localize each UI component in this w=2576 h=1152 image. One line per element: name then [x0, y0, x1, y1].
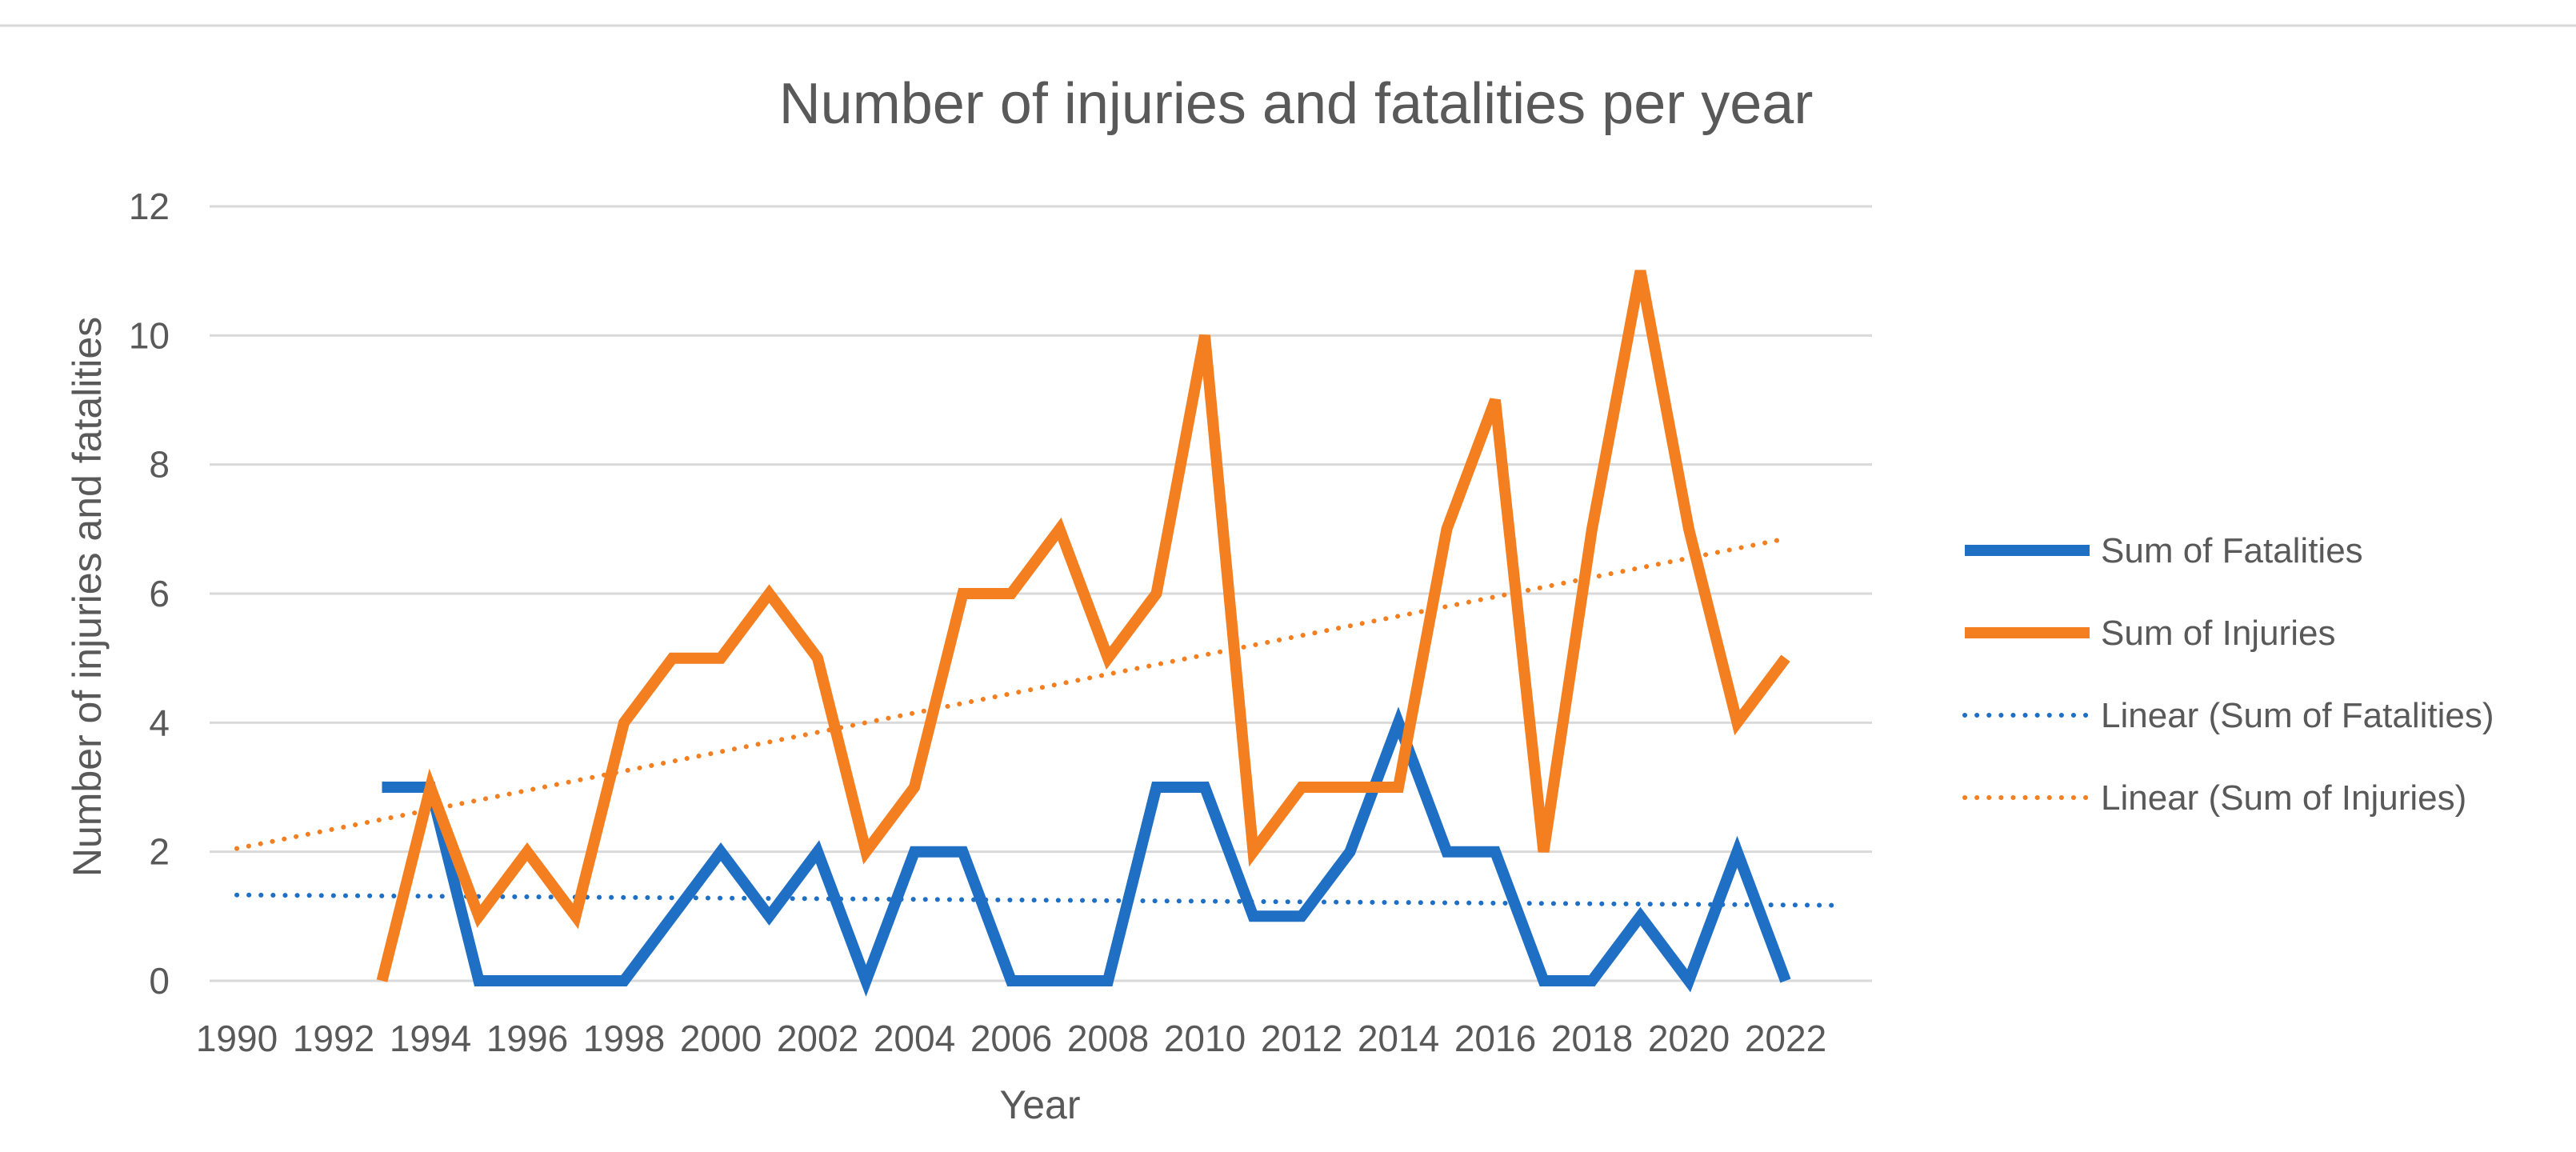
x-tick-label: 2022 — [1745, 1018, 1826, 1059]
y-tick-label: 8 — [149, 444, 170, 486]
legend-label-0: Sum of Fatalities — [2101, 531, 2363, 570]
trendline-2 — [234, 892, 1837, 908]
series-line-1 — [376, 270, 1790, 982]
y-tick-label: 10 — [129, 314, 170, 356]
x-axis-ticks: 1990 1992 1994 1996 1998 2000 2002 2004 2006 2008… — [196, 1018, 1826, 1059]
x-tick-label: 2004 — [874, 1018, 955, 1059]
x-tick-label: 2006 — [970, 1018, 1052, 1059]
legend-label-3: Linear (Sum of Injuries) — [2101, 778, 2466, 818]
series-line-0 — [382, 706, 1791, 997]
x-axis-title: Year — [999, 1082, 1080, 1127]
x-tick-label: 2012 — [1261, 1018, 1342, 1059]
y-axis-ticks: 0 2 4 6 8 10 12 — [129, 186, 170, 1002]
legend-label-1: Sum of Injuries — [2101, 614, 2335, 653]
x-tick-label: 2000 — [680, 1018, 762, 1059]
y-axis-title: Number of injuries and fatalities — [65, 317, 110, 877]
chart-title: Number of injuries and fatalities per ye… — [779, 72, 1814, 136]
x-tick-label: 2010 — [1164, 1018, 1246, 1059]
data-series — [376, 270, 1791, 997]
trendline-3 — [234, 536, 1788, 851]
x-tick-label: 1992 — [293, 1018, 374, 1059]
x-tick-label: 2020 — [1648, 1018, 1730, 1059]
x-tick-label: 1990 — [196, 1018, 278, 1059]
trendlines — [234, 536, 1837, 908]
y-tick-label: 4 — [149, 702, 170, 743]
x-tick-label: 1996 — [486, 1018, 568, 1059]
x-tick-label: 2008 — [1067, 1018, 1149, 1059]
y-tick-label: 0 — [149, 960, 170, 1002]
legend-label-2: Linear (Sum of Fatalities) — [2101, 696, 2494, 735]
y-tick-label: 12 — [129, 186, 170, 227]
x-tick-label: 1998 — [583, 1018, 665, 1059]
x-tick-label: 1994 — [390, 1018, 471, 1059]
legend: Sum of Fatalities Sum of Injuries Linear (… — [1962, 531, 2494, 818]
y-tick-label: 2 — [149, 831, 170, 873]
x-tick-label: 2014 — [1358, 1018, 1439, 1059]
x-tick-label: 2016 — [1454, 1018, 1536, 1059]
x-tick-label: 2018 — [1551, 1018, 1633, 1059]
x-tick-label: 2002 — [777, 1018, 858, 1059]
y-tick-label: 6 — [149, 573, 170, 614]
